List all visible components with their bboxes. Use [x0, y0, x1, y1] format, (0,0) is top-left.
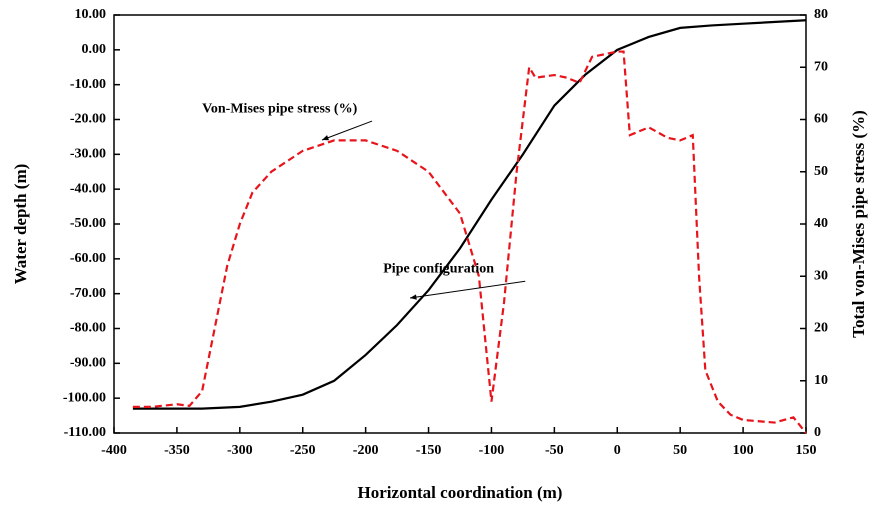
y-tick-label: -70.00 — [70, 286, 106, 301]
y-tick-label: -110.00 — [64, 425, 106, 440]
annotation: Von-Mises pipe stress (%) — [202, 101, 358, 116]
y-tick-label: -100.00 — [63, 390, 106, 405]
y-tick-label: -30.00 — [70, 147, 106, 162]
y2-tick-label: 50 — [814, 164, 828, 179]
y2-tick-label: 70 — [814, 59, 828, 74]
y-tick-label: -60.00 — [70, 251, 106, 266]
y2-tick-label: 10 — [814, 373, 828, 388]
x-tick-label: -350 — [164, 443, 190, 458]
annotation: Pipe configuration — [383, 262, 494, 277]
y-tick-label: -20.00 — [70, 112, 106, 127]
series-line — [132, 50, 807, 434]
arrow-head — [322, 135, 329, 141]
x-tick-label: 150 — [796, 443, 817, 458]
x-tick-label: -150 — [416, 443, 442, 458]
y-tick-label: 10.00 — [75, 7, 107, 22]
x-tick-label: -300 — [227, 443, 253, 458]
y-tick-label: -90.00 — [70, 356, 106, 371]
x-tick-label: 0 — [614, 443, 621, 458]
x-tick-label: -200 — [353, 443, 379, 458]
y-axis-label: Water depth (m) — [11, 164, 30, 285]
x-tick-label: -250 — [290, 443, 316, 458]
x-tick-label: -100 — [479, 443, 505, 458]
y2-tick-label: 0 — [814, 425, 821, 440]
y2-tick-label: 30 — [814, 268, 828, 283]
series-line — [132, 19, 807, 410]
y-tick-label: 0.00 — [82, 42, 107, 57]
y-tick-label: -50.00 — [70, 216, 106, 231]
x-tick-label: 50 — [673, 443, 687, 458]
y-tick-label: -80.00 — [70, 321, 106, 336]
x-tick-label: -400 — [101, 443, 127, 458]
plot-frame — [113, 14, 807, 434]
y-tick-label: -40.00 — [70, 181, 106, 196]
x-tick-label: 100 — [733, 443, 754, 458]
annotation-arrow — [321, 120, 373, 141]
x-tick-label: -50 — [545, 443, 564, 458]
y2-tick-label: 60 — [814, 112, 828, 127]
y2-tick-label: 40 — [814, 216, 828, 231]
x-axis-label: Horizontal coordination (m) — [358, 483, 563, 502]
arrow-head — [410, 294, 417, 300]
y2-tick-label: 80 — [814, 7, 828, 22]
annotation-arrow — [409, 280, 526, 299]
y-tick-label: -10.00 — [70, 77, 106, 92]
y2-axis-label: Total von-Mises pipe stress (%) — [849, 110, 868, 338]
y2-tick-label: 20 — [814, 321, 828, 336]
